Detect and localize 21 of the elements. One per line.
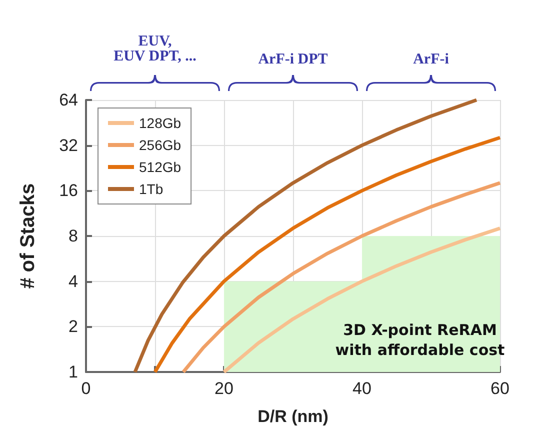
legend-label: 512Gb [139,159,182,175]
x-axis-title: D/R (nm) [258,407,328,426]
legend-label: 256Gb [139,137,182,153]
y-tick-label: 16 [59,181,78,200]
legend-label: 1Tb [139,181,164,197]
annotation: 3D X-point ReRAM with affordable cost [335,321,505,359]
text: ArF-i DPT [258,52,328,68]
y-tick-label: 32 [59,136,78,155]
x-tick-label: 20 [214,379,234,398]
x-tick-label: 40 [352,379,372,398]
y-tick-label: 8 [68,226,78,246]
y-tick-label: 2 [68,317,78,336]
legend-label: 128Gb [139,115,182,131]
text: ArF-i [413,52,449,68]
y-tick-label: 64 [59,90,78,110]
y-tick-label: 1 [68,362,78,382]
y-axis-title: # of Stacks [17,183,39,289]
x-tick-label: 60 [490,379,510,398]
y-tick-label: 4 [68,272,78,291]
text: EUV, EUV DPT, ... [114,34,197,64]
x-tick-label: 0 [81,379,91,398]
